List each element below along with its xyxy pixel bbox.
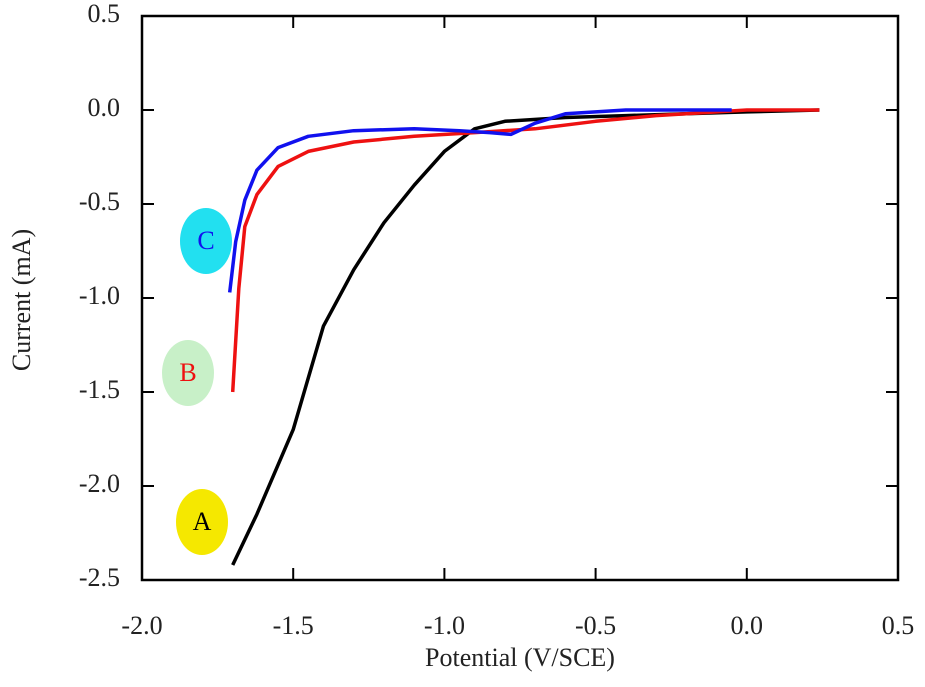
- x-axis-label: Potential (V/SCE): [425, 643, 615, 672]
- series-tag: A: [193, 507, 212, 536]
- x-tick-label: 0.0: [731, 611, 764, 640]
- series-line: [231, 108, 820, 566]
- x-tick-label: -1.5: [273, 611, 314, 640]
- y-tick-label: 0.0: [88, 93, 121, 122]
- y-tick-label: -0.5: [79, 187, 120, 216]
- series-tag-bg: [162, 340, 214, 406]
- y-tick-label: -2.5: [79, 563, 120, 592]
- y-tick-label: -2.0: [79, 469, 120, 498]
- x-tick-label: -0.5: [575, 611, 616, 640]
- y-tick-label: 0.5: [88, 0, 121, 28]
- x-tick-label: -1.0: [424, 611, 465, 640]
- x-tick-label: -2.0: [121, 611, 162, 640]
- y-tick-label: -1.0: [79, 281, 120, 310]
- series-tag-bg: [176, 489, 228, 555]
- plot-frame: [140, 14, 900, 582]
- series-tag: B: [179, 358, 196, 387]
- series-line: [230, 108, 820, 393]
- y-axis-label: Current (mA): [7, 229, 36, 371]
- series-tag: C: [197, 226, 214, 255]
- series-tag-bg: [180, 208, 232, 274]
- series-line: [227, 108, 732, 293]
- x-tick-label: 0.5: [882, 611, 915, 640]
- y-tick-label: -1.5: [79, 375, 120, 404]
